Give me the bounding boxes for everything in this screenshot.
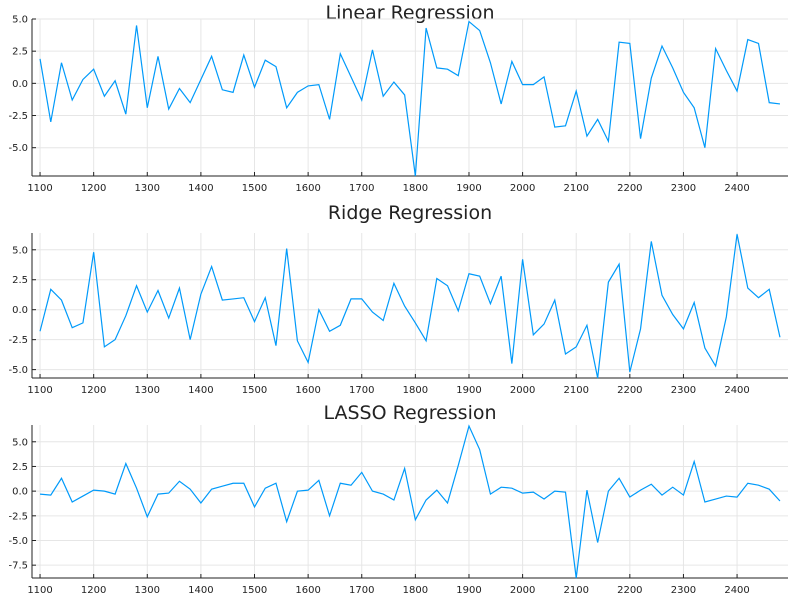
x-tick-label: 1600 [295, 183, 320, 194]
y-tick-label: -7.5 [8, 561, 28, 572]
y-tick-label: -5.0 [8, 536, 28, 547]
x-tick-label: 1200 [81, 183, 106, 194]
x-tick-label: 1500 [242, 183, 267, 194]
x-tick-label: 1500 [242, 385, 267, 396]
series-line [39, 234, 781, 379]
x-tick-label: 2400 [724, 385, 749, 396]
x-tick-label: 2000 [510, 183, 535, 194]
x-tick-label: 1600 [295, 585, 320, 596]
chart-title: Ridge Regression [328, 202, 492, 224]
y-tick-label: 2.5 [12, 275, 28, 286]
x-tick-label: 1300 [135, 183, 160, 194]
x-tick-label: 1800 [403, 385, 428, 396]
y-tick-label: 5.0 [12, 437, 28, 448]
x-tick-label: 2200 [617, 585, 642, 596]
series-line [39, 20, 781, 177]
x-tick-label: 2300 [671, 183, 696, 194]
x-tick-label: 1400 [188, 585, 213, 596]
x-tick-label: 2100 [563, 585, 588, 596]
x-tick-label: 2100 [563, 183, 588, 194]
y-tick-label: 5.0 [12, 245, 28, 256]
y-tick-label: -5.0 [8, 365, 28, 376]
y-tick-label: -2.5 [8, 111, 28, 122]
x-tick-label: 2400 [724, 183, 749, 194]
x-tick-label: 1200 [81, 585, 106, 596]
x-tick-label: 1800 [403, 183, 428, 194]
x-tick-label: 2300 [671, 585, 696, 596]
x-tick-label: 1700 [349, 183, 374, 194]
y-tick-label: -5.0 [8, 143, 28, 154]
y-tick-label: -2.5 [8, 335, 28, 346]
x-tick-label: 1400 [188, 183, 213, 194]
x-tick-label: 1200 [81, 385, 106, 396]
x-tick-label: 1900 [456, 585, 481, 596]
gridlines [32, 18, 788, 176]
x-tick-label: 2300 [671, 385, 696, 396]
panel-linear-regression: Linear Regression 1100 1200 1300 1400 1500 16… [8, 2, 788, 194]
x-tick-label: 1100 [27, 585, 52, 596]
gridlines [32, 233, 788, 378]
y-tick-label: 0.0 [12, 305, 28, 316]
x-tick-label: 1300 [135, 385, 160, 396]
x-tick-label: 1900 [456, 385, 481, 396]
x-tick-label: 1300 [135, 585, 160, 596]
panel-lasso-regression: LASSO Regression 1100 1200 1300 1400 1500 160… [8, 402, 788, 596]
x-tick-label: 1500 [242, 585, 267, 596]
y-tick-label: 5.0 [12, 15, 28, 26]
y-tick-label: -2.5 [8, 511, 28, 522]
x-tick-label: 1100 [27, 183, 52, 194]
gridlines [32, 425, 788, 578]
x-tick-label: 2000 [510, 585, 535, 596]
x-tick-label: 1600 [295, 385, 320, 396]
x-tick-label: 1800 [403, 585, 428, 596]
x-tick-label: 1100 [27, 385, 52, 396]
chart-title: LASSO Regression [323, 402, 496, 424]
x-tick-label: 1400 [188, 385, 213, 396]
y-tick-label: 0.0 [12, 79, 28, 90]
panel-ridge-regression: Ridge Regression 1100 1200 1300 1400 1500 160… [8, 202, 788, 396]
x-tick-label: 1700 [349, 585, 374, 596]
x-tick-label: 2200 [617, 183, 642, 194]
y-tick-label: 2.5 [12, 47, 28, 58]
y-tick-label: 0.0 [12, 487, 28, 498]
x-tick-label: 2200 [617, 385, 642, 396]
x-tick-label: 2100 [563, 385, 588, 396]
x-tick-label: 1700 [349, 385, 374, 396]
x-tick-label: 1900 [456, 183, 481, 194]
y-tick-label: 2.5 [12, 462, 28, 473]
x-tick-label: 2400 [724, 585, 749, 596]
x-tick-label: 2000 [510, 385, 535, 396]
series-line [39, 424, 781, 579]
